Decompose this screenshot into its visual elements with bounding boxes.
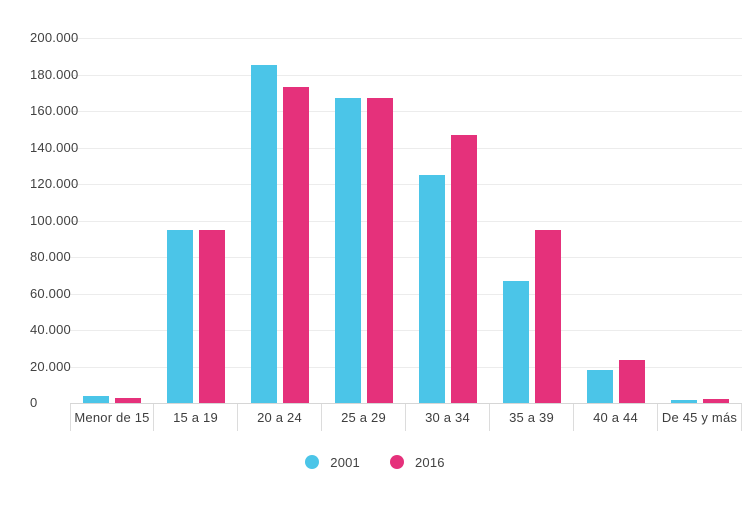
x-tick-label-15-a-19: 15 a 19 (154, 404, 238, 431)
y-tick-label-60000: 60.000 (30, 286, 71, 301)
gridline-60000 (70, 294, 742, 295)
x-tick-label-20-a-24: 20 a 24 (238, 404, 322, 431)
y-tick-label-100000: 100.000 (30, 213, 79, 228)
y-tick-label-160000: 160.000 (30, 103, 79, 118)
x-tick-label-40-a-44: 40 a 44 (574, 404, 658, 431)
bar-2016-menor-de-15 (115, 398, 141, 403)
x-tick-label-de-45-y-m-s: De 45 y más (658, 404, 742, 431)
y-tick-label-120000: 120.000 (30, 176, 79, 191)
bar-2001-25-a-29 (335, 98, 361, 403)
y-tick-label-40000: 40.000 (30, 322, 71, 337)
x-tick-label-30-a-34: 30 a 34 (406, 404, 490, 431)
gridline-180000 (70, 75, 742, 76)
bar-2001-de-45-y-m-s (671, 400, 697, 403)
bar-2001-30-a-34 (419, 175, 445, 403)
gridline-40000 (70, 330, 742, 331)
bar-2016-30-a-34 (451, 135, 477, 403)
bar-2016-40-a-44 (619, 360, 645, 403)
y-tick-label-180000: 180.000 (30, 67, 79, 82)
gridline-80000 (70, 257, 742, 258)
y-tick-label-20000: 20.000 (30, 359, 71, 374)
bar-2001-20-a-24 (251, 65, 277, 403)
bar-2016-15-a-19 (199, 230, 225, 403)
y-tick-label-80000: 80.000 (30, 249, 71, 264)
bar-2016-35-a-39 (535, 230, 561, 403)
bar-2016-20-a-24 (283, 87, 309, 403)
x-tick-label-25-a-29: 25 a 29 (322, 404, 406, 431)
gridline-120000 (70, 184, 742, 185)
x-tick-label-35-a-39: 35 a 39 (490, 404, 574, 431)
gridline-0 (70, 403, 742, 404)
legend-swatch-2016 (390, 455, 404, 469)
legend-label-2001: 2001 (330, 454, 360, 470)
gridline-100000 (70, 221, 742, 222)
bar-2016-de-45-y-m-s (703, 399, 729, 403)
gridline-200000 (70, 38, 742, 39)
gridline-140000 (70, 148, 742, 149)
bar-2001-35-a-39 (503, 281, 529, 403)
legend-item-2016: 2016 (390, 455, 445, 470)
legend: 2001 2016 (0, 452, 750, 472)
bar-2001-40-a-44 (587, 370, 613, 403)
bar-2001-15-a-19 (167, 230, 193, 403)
y-tick-label-0: 0 (30, 395, 38, 410)
legend-label-2016: 2016 (415, 454, 445, 470)
legend-swatch-2001 (305, 455, 320, 469)
gridline-20000 (70, 367, 742, 368)
bar-2016-25-a-29 (367, 98, 393, 403)
bar-2001-menor-de-15 (83, 396, 109, 403)
x-tick-label-menor-de-15: Menor de 15 (70, 404, 154, 431)
y-tick-label-140000: 140.000 (30, 140, 79, 155)
legend-item-2001: 2001 (305, 455, 360, 470)
gridline-160000 (70, 111, 742, 112)
y-tick-label-200000: 200.000 (30, 30, 79, 45)
